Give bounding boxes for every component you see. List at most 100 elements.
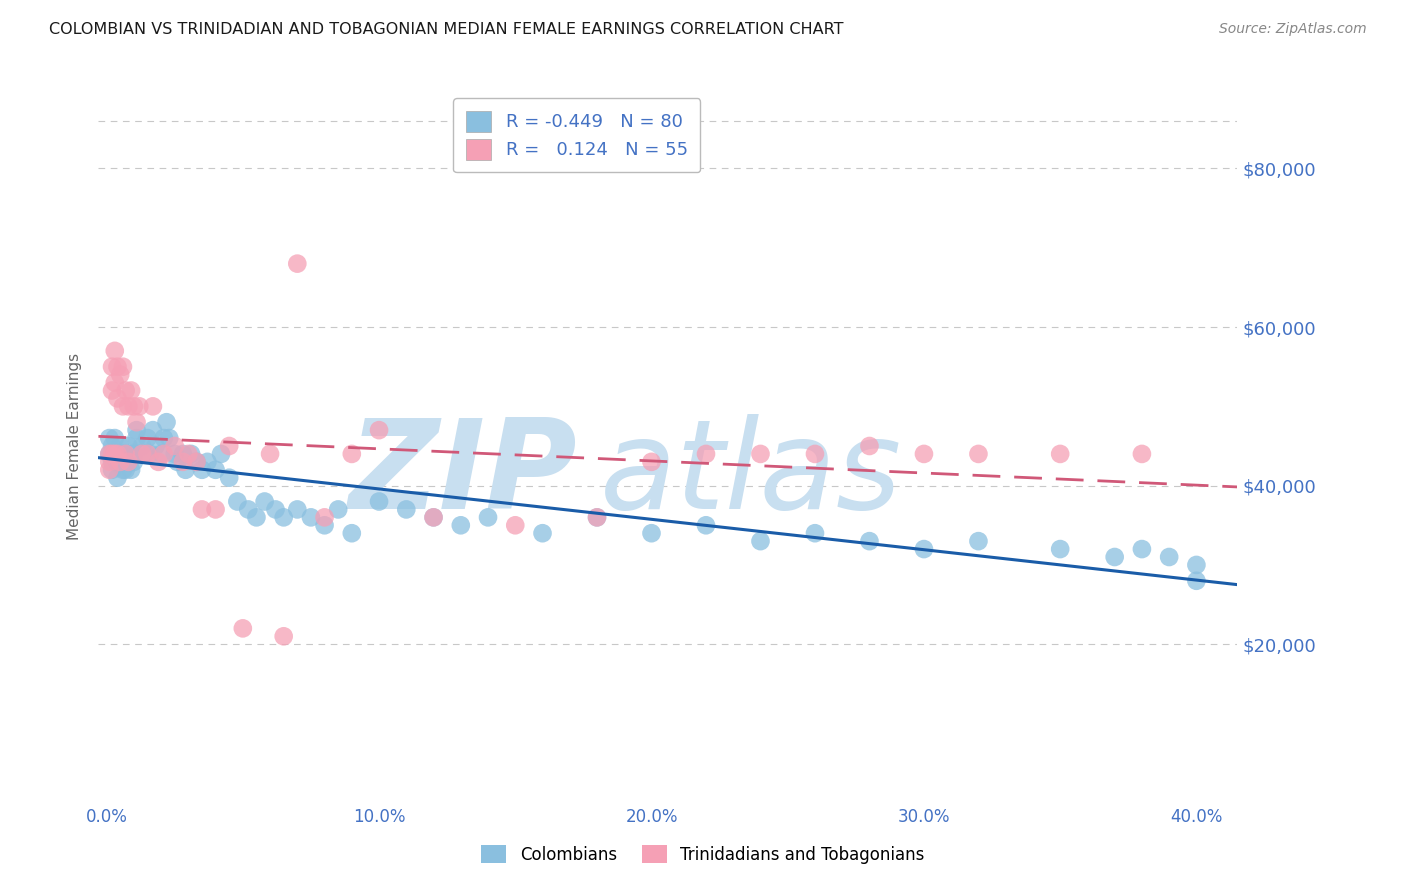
Point <box>180 447 202 461</box>
Point <box>107 447 129 461</box>
Point <box>111 400 134 414</box>
Point <box>191 502 214 516</box>
Point <box>98 431 121 445</box>
Point <box>172 455 194 469</box>
Point <box>142 423 165 437</box>
Point <box>110 439 132 453</box>
Point <box>218 439 240 453</box>
Point <box>120 447 142 461</box>
Point <box>1130 447 1153 461</box>
Point <box>1049 447 1071 461</box>
Point <box>695 447 717 461</box>
Point <box>101 359 124 374</box>
Point <box>368 494 391 508</box>
Point <box>128 447 150 461</box>
Point <box>912 447 935 461</box>
Point <box>134 447 156 461</box>
Point <box>104 447 127 461</box>
Point <box>136 431 159 445</box>
Point <box>101 384 124 398</box>
Point <box>204 463 226 477</box>
Point <box>117 455 139 469</box>
Point <box>98 447 121 461</box>
Point <box>340 526 363 541</box>
Point <box>177 447 200 461</box>
Point <box>967 534 990 549</box>
Point <box>110 368 132 382</box>
Point <box>104 431 127 445</box>
Point <box>1185 558 1208 572</box>
Point <box>197 455 219 469</box>
Point <box>104 343 127 358</box>
Point <box>98 447 121 461</box>
Point <box>450 518 472 533</box>
Point <box>120 463 142 477</box>
Point <box>586 510 609 524</box>
Point <box>477 510 499 524</box>
Text: ZIP: ZIP <box>349 414 576 535</box>
Point <box>172 447 194 461</box>
Point <box>314 510 336 524</box>
Point <box>114 463 136 477</box>
Point <box>117 455 139 469</box>
Text: COLOMBIAN VS TRINIDADIAN AND TOBAGONIAN MEDIAN FEMALE EARNINGS CORRELATION CHART: COLOMBIAN VS TRINIDADIAN AND TOBAGONIAN … <box>49 22 844 37</box>
Point <box>1049 542 1071 557</box>
Point <box>503 518 526 533</box>
Point <box>858 534 880 549</box>
Point <box>111 463 134 477</box>
Point <box>186 455 208 469</box>
Point <box>142 400 165 414</box>
Point <box>912 542 935 557</box>
Point <box>174 463 197 477</box>
Point <box>209 447 232 461</box>
Point <box>110 455 132 469</box>
Point <box>148 455 170 469</box>
Point <box>285 502 308 516</box>
Point <box>101 439 124 453</box>
Point <box>125 415 148 429</box>
Point <box>273 629 295 643</box>
Point <box>157 431 180 445</box>
Point <box>122 400 145 414</box>
Point <box>107 471 129 485</box>
Point <box>245 510 267 524</box>
Point <box>125 423 148 437</box>
Point <box>186 455 208 469</box>
Point <box>204 502 226 516</box>
Point <box>640 455 662 469</box>
Y-axis label: Median Female Earnings: Median Female Earnings <box>67 352 83 540</box>
Point <box>114 384 136 398</box>
Point <box>586 510 609 524</box>
Point <box>153 447 176 461</box>
Point <box>136 447 159 461</box>
Point <box>640 526 662 541</box>
Point <box>166 455 188 469</box>
Point <box>128 400 150 414</box>
Point <box>232 621 254 635</box>
Point <box>153 431 176 445</box>
Point <box>98 455 121 469</box>
Point <box>114 447 136 461</box>
Point <box>107 447 129 461</box>
Point <box>150 447 173 461</box>
Point <box>285 257 308 271</box>
Point <box>253 494 276 508</box>
Point <box>395 502 418 516</box>
Point <box>145 439 167 453</box>
Point <box>114 447 136 461</box>
Point <box>1159 549 1181 564</box>
Point <box>328 502 350 516</box>
Point <box>155 415 177 429</box>
Point <box>264 502 287 516</box>
Legend: Colombians, Trinidadians and Tobagonians: Colombians, Trinidadians and Tobagonians <box>475 838 931 871</box>
Point <box>139 447 162 461</box>
Point <box>531 526 554 541</box>
Point <box>804 526 827 541</box>
Point <box>117 400 139 414</box>
Point <box>110 455 132 469</box>
Point <box>107 455 129 469</box>
Point <box>122 455 145 469</box>
Point <box>804 447 827 461</box>
Point <box>101 463 124 477</box>
Point <box>122 447 145 461</box>
